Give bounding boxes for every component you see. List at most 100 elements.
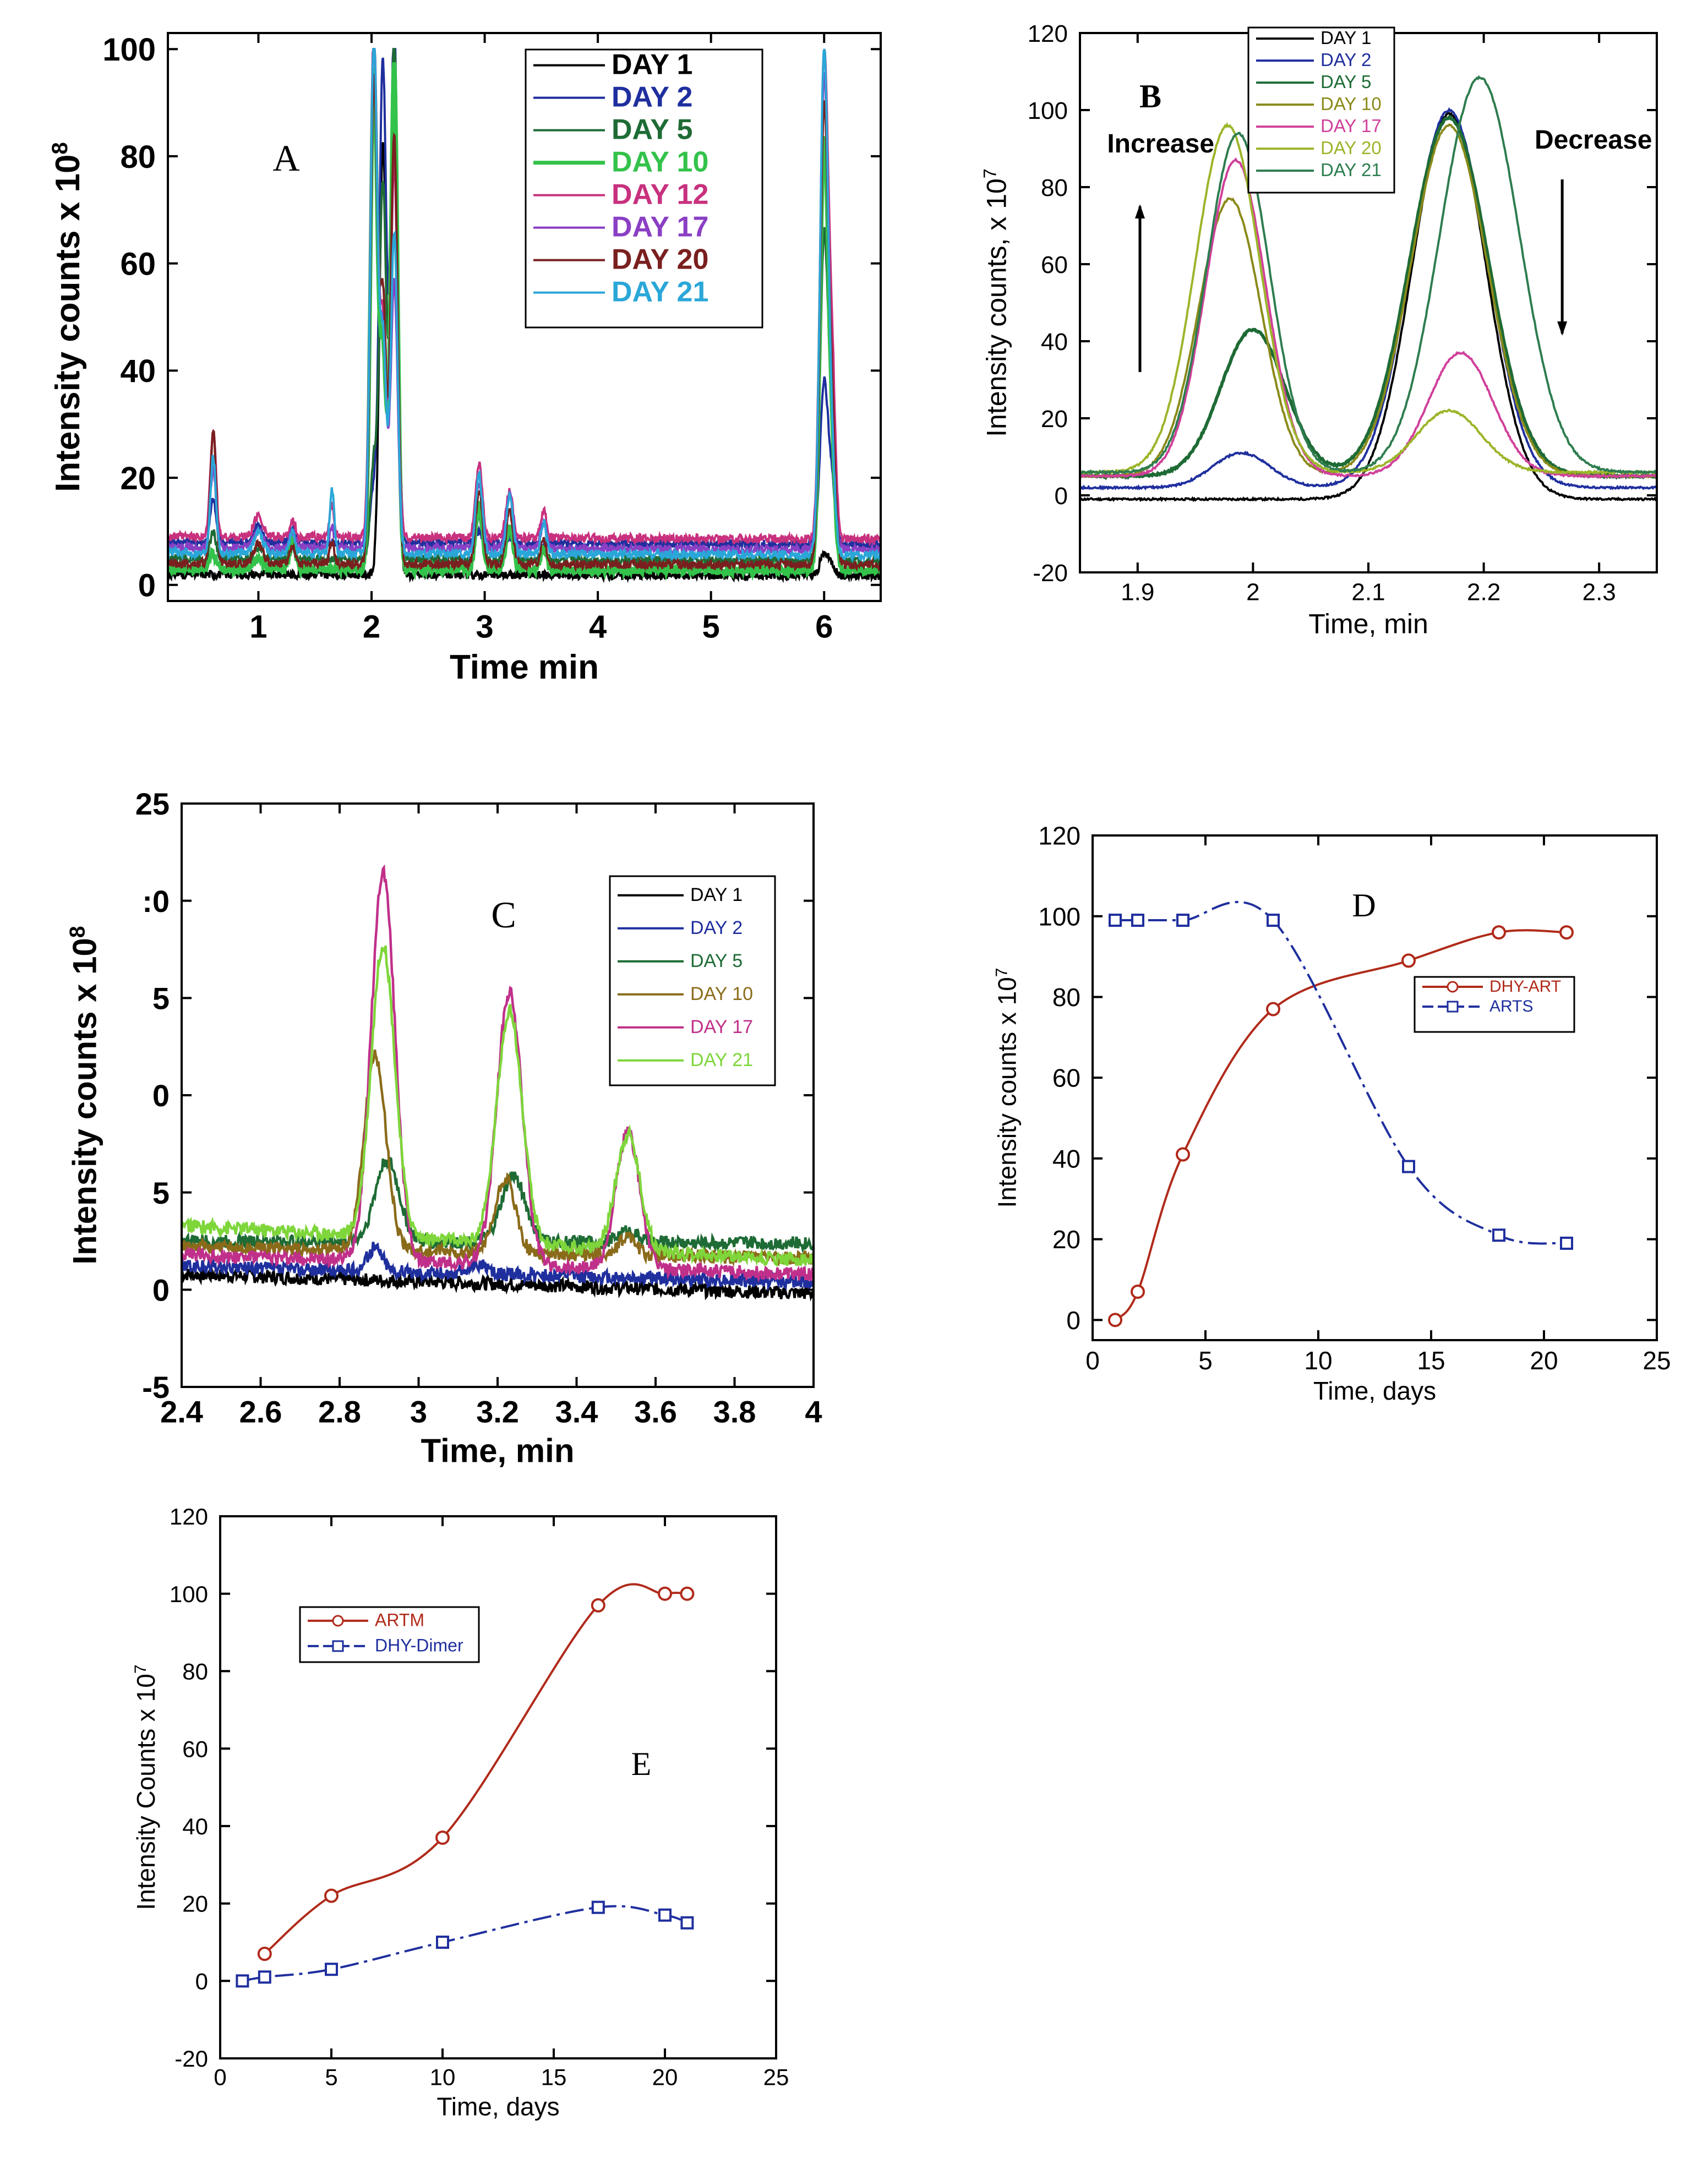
- y-tick-label: 60: [1041, 252, 1068, 278]
- series-line-day-17: [1080, 157, 1657, 479]
- data-point-arts: [1109, 914, 1122, 927]
- y-tick-label: -20: [1033, 560, 1068, 587]
- x-tick-label: 2.6: [239, 1394, 282, 1429]
- x-tick-label: 10: [430, 2064, 456, 2090]
- data-point-dhy-dimer: [325, 1963, 338, 1976]
- legend-label: DHY-ART: [1489, 977, 1561, 996]
- annotation-label: Decrease: [1535, 125, 1652, 155]
- x-tick-label: 15: [541, 2064, 567, 2090]
- data-point-arts: [1267, 914, 1280, 927]
- x-tick-label: 3: [410, 1394, 427, 1429]
- data-point-artm: [658, 1586, 672, 1601]
- legend-label: DAY 10: [1320, 94, 1382, 114]
- legend-label: DAY 5: [612, 113, 692, 145]
- x-tick-label: 2.3: [1583, 579, 1616, 606]
- data-point-dhy-art: [1176, 1147, 1190, 1162]
- panel-c: 2.4 2.6 2.8 3 3.2 3.4 3.6 3.8 4 -5 0 5 0 5:0 25 Time, m…: [66, 786, 822, 1469]
- series-line-day-5: [182, 1156, 814, 1254]
- x-tick-label: 3.8: [713, 1394, 756, 1429]
- legend: DAY 1 DAY 2 DAY 5 DAY 10 DAY 17 DAY 21: [609, 875, 776, 1086]
- data-point-dhy-art: [1131, 1284, 1145, 1299]
- data-point-arts: [1176, 914, 1189, 927]
- legend-box: [609, 875, 776, 1086]
- plot-frame: [219, 1515, 777, 2059]
- legend-label: DAY 20: [1320, 138, 1382, 158]
- legend-label: DAY 10: [612, 146, 708, 178]
- legend-label: DAY 5: [1320, 72, 1371, 92]
- panel-letter: B: [1139, 78, 1161, 114]
- panel-letter: D: [1352, 887, 1376, 924]
- y-tick-label: -20: [174, 2046, 208, 2072]
- x-tick-label: 5: [702, 609, 720, 645]
- legend-label: DAY 12: [612, 178, 708, 210]
- data-point-artm: [680, 1586, 695, 1601]
- series-line-arts: [1115, 901, 1567, 1245]
- data-point-dhy-dimer: [591, 1900, 605, 1914]
- legend-box: [525, 48, 763, 329]
- data-point-arts: [1402, 1160, 1415, 1173]
- legend-label: DAY 5: [690, 950, 743, 971]
- series-line-day-21: [1080, 75, 1657, 475]
- series-line-day-1: [168, 49, 881, 583]
- x-tick-label: 15: [1417, 1346, 1445, 1375]
- legend-marker: [1447, 1001, 1459, 1013]
- legend-marker: [332, 1640, 344, 1652]
- y-tick-label: 100: [1028, 97, 1068, 124]
- legend-label: DHY-Dimer: [375, 1636, 463, 1656]
- annotation-label: Increase: [1107, 129, 1214, 159]
- y-tick-label: :0: [142, 884, 170, 919]
- data-point-dhy-dimer: [436, 1935, 449, 1949]
- x-tick-label: 2.1: [1351, 579, 1385, 606]
- plot-area: [168, 48, 881, 583]
- legend-label: DAY 17: [612, 211, 708, 243]
- data-point-dhy-dimer: [236, 1974, 249, 1988]
- y-tick-label: 60: [1052, 1064, 1081, 1092]
- panel-letter: C: [491, 894, 516, 936]
- panel-d: 0 5 10 15 20 25 0 20 40 60 80 100 120 Time, days Inten…: [992, 822, 1671, 1406]
- y-tick-label: 80: [120, 139, 156, 175]
- y-tick-label: 80: [182, 1659, 208, 1685]
- arrow-down-icon: [1557, 321, 1568, 336]
- legend-box: [299, 1606, 480, 1663]
- legend-label: DAY 10: [690, 984, 753, 1004]
- series-line-day-2: [168, 48, 881, 553]
- y-tick-label: -5: [142, 1370, 170, 1405]
- arrow-up-icon: [1134, 204, 1145, 218]
- x-tick-label: 3.6: [634, 1394, 677, 1429]
- series-line-day-12: [168, 48, 881, 547]
- y-tick-label: 25: [135, 786, 170, 821]
- y-tick-label: 20: [120, 461, 156, 496]
- data-point-arts: [1492, 1228, 1505, 1242]
- panel-letter: A: [272, 137, 299, 179]
- legend-marker: [1447, 981, 1459, 993]
- data-point-dhy-art: [1401, 953, 1416, 968]
- y-tick-label: 0: [1055, 483, 1068, 510]
- y-tick-label: 100: [1038, 902, 1081, 931]
- x-tick-label: 2: [363, 609, 380, 645]
- y-tick-label: 0: [195, 1968, 208, 1994]
- legend-label: DAY 17: [1320, 116, 1382, 136]
- legend-label: DAY 2: [1320, 50, 1371, 70]
- x-tick-label: 2.8: [318, 1394, 361, 1429]
- plot-area: [182, 864, 814, 1302]
- x-tick-label: 2.4: [160, 1394, 203, 1429]
- y-tick-label: 120: [1028, 20, 1068, 47]
- data-point-dhy-dimer: [680, 1916, 694, 1930]
- x-tick-label: 3.2: [476, 1394, 519, 1429]
- y-tick-label: 0: [138, 568, 156, 604]
- y-tick-label: 120: [1038, 822, 1081, 850]
- plot-frame: [167, 32, 882, 602]
- series-line-day-2: [182, 1241, 814, 1292]
- y-tick-label: 40: [1041, 329, 1068, 356]
- y-tick-label: 0: [1066, 1306, 1081, 1335]
- data-point-dhy-dimer: [658, 1908, 672, 1922]
- legend-label: DAY 2: [612, 81, 692, 113]
- y-tick-label: 60: [182, 1736, 208, 1762]
- legend-label: ARTS: [1489, 997, 1533, 1015]
- x-axis-label: Time, min: [421, 1432, 575, 1469]
